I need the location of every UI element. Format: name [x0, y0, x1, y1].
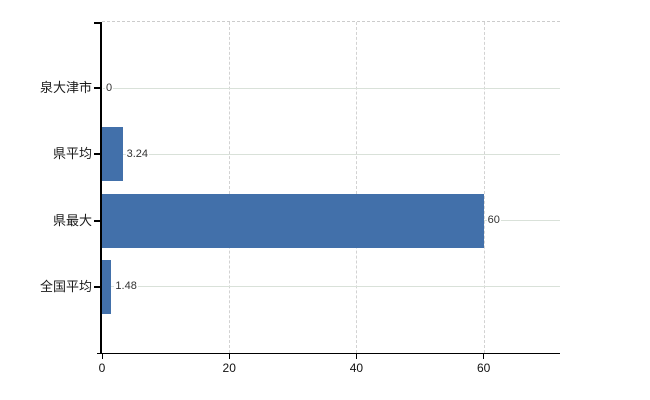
y-axis-tick: [94, 87, 101, 90]
category-label: 県最大: [52, 212, 92, 228]
x-axis-tick: [101, 354, 103, 359]
bar: [102, 193, 484, 248]
x-axis-tick-label: 60: [476, 361, 491, 375]
x-axis-tick: [228, 354, 230, 359]
x-gridline: [229, 22, 231, 353]
bar: [102, 127, 123, 182]
x-axis-tick: [355, 354, 357, 359]
value-label: 1.48: [114, 279, 138, 295]
x-axis-line: [97, 353, 560, 354]
y-axis-tick: [94, 219, 101, 222]
x-gridline: [356, 22, 358, 353]
x-axis-tick: [483, 354, 485, 359]
category-label: 県平均: [52, 146, 92, 162]
y-axis-tick: [94, 153, 101, 156]
value-label: 0: [105, 80, 114, 96]
category-gridline: [103, 286, 560, 288]
value-label: 60: [486, 213, 501, 229]
y-axis-tick: [94, 285, 101, 288]
bar: [102, 259, 112, 314]
x-axis-tick-label: 0: [98, 361, 106, 375]
value-label: 3.24: [125, 146, 150, 162]
y-axis-end-tick: [94, 22, 100, 24]
category-gridline: [103, 153, 560, 155]
y-axis-line: [100, 22, 102, 354]
x-gridline: [483, 22, 485, 353]
x-axis-tick-label: 20: [222, 361, 236, 375]
x-axis-tick-label: 40: [349, 361, 364, 375]
category-gridline: [103, 87, 560, 89]
category-label: 全国平均: [39, 278, 92, 294]
plot-area-top-border: [102, 21, 560, 22]
category-label: 泉大津市: [39, 80, 92, 96]
